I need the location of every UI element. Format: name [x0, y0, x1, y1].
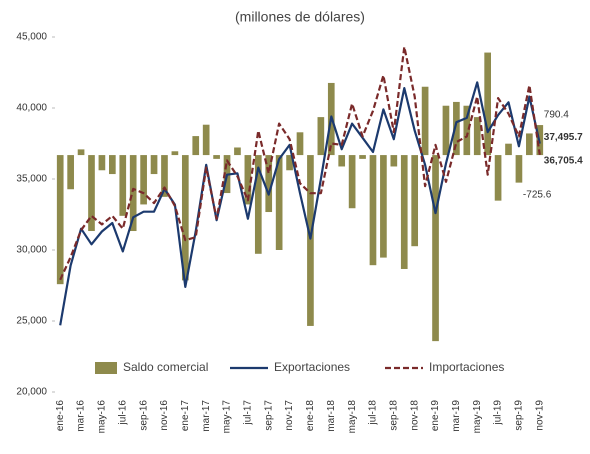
x-tick-label: nov-19: [534, 400, 545, 431]
legend-label: Importaciones: [429, 360, 504, 374]
bar: [453, 101, 460, 156]
bar: [411, 155, 419, 247]
x-tick-label: nov-17: [284, 400, 295, 431]
y-tick-label: 25,000: [16, 316, 47, 327]
bar: [494, 155, 502, 201]
y-tick-label: 45,000: [16, 32, 47, 43]
bar: [473, 117, 481, 156]
x-tick-label: ene-16: [55, 400, 66, 432]
bar: [161, 155, 168, 197]
bar: [432, 155, 439, 342]
bar: [213, 155, 220, 159]
x-tick-label: jul-19: [493, 400, 504, 426]
data-label: -725.6: [523, 189, 552, 200]
bar: [98, 155, 106, 171]
bar: [390, 155, 398, 167]
data-label: 790.4: [544, 110, 569, 121]
y-tick-label: 20,000: [16, 387, 47, 398]
line-dashed: [59, 45, 541, 281]
bar: [359, 155, 366, 159]
bar: [317, 117, 325, 156]
bar: [244, 155, 252, 205]
bar: [109, 155, 116, 175]
x-tick-label: sep-16: [138, 400, 149, 431]
y-tick-label: 35,000: [16, 174, 47, 185]
y-tick-label: 40,000: [16, 103, 47, 114]
x-tick-label: mar-17: [201, 400, 212, 432]
x-tick-label: jul-18: [368, 400, 379, 426]
x-tick-label: nov-18: [409, 400, 420, 431]
x-tick-label: may-19: [472, 400, 483, 434]
x-tick-label: nov-16: [159, 400, 170, 431]
x-tick-label: sep-17: [263, 400, 274, 431]
bar: [380, 155, 387, 258]
bar: [171, 151, 179, 156]
bar: [307, 155, 314, 326]
bar: [88, 155, 95, 232]
bar: [463, 105, 471, 156]
bar: [286, 155, 293, 171]
bar: [369, 155, 377, 266]
x-tick-label: mar-19: [451, 400, 462, 432]
x-tick-label: mar-16: [76, 400, 87, 432]
x-tick-label: mar-18: [326, 400, 337, 432]
x-tick-label: jul-17: [243, 400, 254, 426]
bar: [129, 155, 137, 232]
x-tick-label: may-16: [97, 400, 108, 434]
bar: [338, 155, 346, 167]
bar: [421, 86, 429, 156]
bar: [77, 149, 85, 156]
bar: [296, 132, 304, 156]
bar: [442, 105, 450, 156]
bar: [505, 143, 512, 156]
bar: [348, 155, 356, 209]
x-tick-label: may-17: [222, 400, 233, 434]
legend-label: Saldo comercial: [123, 360, 208, 374]
bar: [119, 155, 127, 216]
bar: [56, 155, 64, 285]
bar: [67, 155, 74, 190]
bar: [181, 155, 189, 281]
bar: [140, 155, 147, 205]
chart-title: (millones de dólares): [235, 9, 365, 25]
x-tick-label: ene-17: [180, 400, 191, 432]
bar: [150, 155, 158, 175]
line-solid: [59, 81, 541, 326]
bar: [275, 155, 283, 250]
legend-label: Exportaciones: [274, 360, 350, 374]
bar: [484, 52, 491, 156]
x-tick-label: ene-18: [305, 400, 316, 432]
bar: [192, 136, 200, 156]
data-label: 37,495.7: [544, 132, 583, 143]
x-tick-label: sep-18: [388, 400, 399, 431]
bar: [234, 147, 241, 156]
bar: [254, 155, 262, 254]
data-label: 36,705.4: [544, 155, 583, 166]
bar: [202, 124, 210, 156]
bar: [400, 155, 408, 269]
x-tick-label: jul-16: [117, 400, 128, 426]
x-tick-label: may-18: [347, 400, 358, 434]
bar: [515, 155, 523, 183]
y-tick-label: 30,000: [16, 245, 47, 256]
legend-swatch: [95, 362, 117, 374]
bar: [526, 133, 533, 156]
x-tick-label: ene-19: [430, 400, 441, 432]
bar: [265, 155, 273, 213]
x-tick-label: sep-19: [514, 400, 525, 431]
